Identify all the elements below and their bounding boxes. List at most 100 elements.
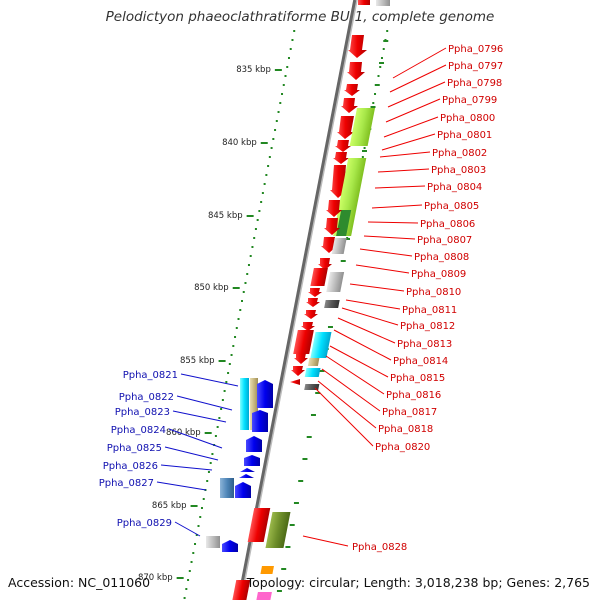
gene-box-tan-2 [250,378,258,430]
gene-box-red-3 [247,508,271,542]
gene-arrow-ppha-0796 [348,35,367,58]
gc-dot [216,426,219,428]
gene-label: Ppha_0814 [393,356,448,367]
gene-label: Ppha_0812 [400,321,455,332]
gc-dot [287,57,290,59]
gc-dot [234,336,237,338]
forward-strand-genes [232,0,390,600]
gc-dot [221,399,224,401]
gc-dash [370,106,376,108]
tick-label: 860 kbp [166,428,201,438]
gc-dot [377,75,380,77]
gc-dash [379,62,385,64]
scale-ticks: 835 kbp 840 kbp 845 kbp 850 kbp 855 kbp 860 k… [138,65,282,583]
gc-dash [276,590,282,592]
gc-dot [249,255,252,257]
gc-dot [268,156,271,158]
gc-dot [197,525,200,527]
gc-dot [386,30,389,32]
gc-dot [374,93,377,95]
gc-dot [277,111,280,113]
gc-dot [185,588,188,590]
tick-mark [218,360,226,362]
gc-dot [187,579,190,581]
gene-box-pink [256,592,272,600]
gene-arrow-ppha-0822 [252,410,268,432]
gc-dash [383,40,389,42]
gene-label: Ppha_0825 [107,443,162,454]
gc-dot [194,543,197,545]
gene-label: Ppha_0807 [417,235,472,246]
gc-dot [379,66,382,68]
reverse-strand-genes [206,378,273,552]
gc-dot [195,534,198,536]
leader-line [160,464,213,471]
leader-line [341,307,399,326]
gc-dot [200,507,203,509]
gc-dot [214,435,217,437]
gene-label: Ppha_0816 [386,390,441,401]
gc-dot [282,84,285,86]
leader-line [383,116,439,138]
gene-arrow-ppha-0821 [257,380,273,408]
gene-label: Ppha_0809 [411,269,466,280]
gene-arrow-ppha-0798 [344,84,360,96]
gc-dot [270,147,273,149]
gene-box-gray-2 [326,272,345,292]
gene-box-green [336,210,352,236]
tick-mark [232,287,240,289]
label-leader-lines [156,47,447,547]
gene-arrow-ppha-0826 [240,468,255,472]
gc-dot [202,498,205,500]
gene-box-cyan-1 [310,332,332,358]
leader-line [333,329,392,361]
gene-box-dark-2 [304,384,320,390]
gc-dot [230,354,233,356]
leader-line [302,535,349,547]
accession-text: Accession: NC_011060 [8,575,151,590]
gc-dot [382,48,385,50]
gene-label: Ppha_0827 [99,478,154,489]
genome-backbone-highlight [240,0,358,600]
gene-label: Ppha_0821 [123,370,178,381]
gene-arrow-ppha-0813 [301,322,315,331]
tick-label: 840 kbp [222,138,257,148]
gene-arrow-ppha-0827 [235,482,251,498]
gene-label: Ppha_0805 [424,201,479,212]
gene-label: Ppha_0799 [442,95,497,106]
gene-box-steel [220,478,234,498]
tick-label: 845 kbp [208,211,243,221]
gc-dot [241,300,243,302]
gc-dot [227,372,230,374]
gene-label: Ppha_0815 [390,373,445,384]
gc-dash [310,414,316,416]
gene-arrow-ppha-0812 [304,310,318,319]
gene-box-cyan-3 [240,378,249,430]
leader-line [180,373,239,387]
leader-line [381,133,436,151]
gene-arrow-ppha-0802 [333,152,349,164]
gc-dash [362,150,367,152]
tick-mark [246,215,254,217]
gene-label: Ppha_0802 [432,148,487,159]
gc-dot [284,75,287,77]
gc-dot [244,282,247,284]
gc-dot [291,39,294,41]
gc-dot [192,552,195,554]
leader-line [392,47,447,79]
gene-arrow-ppha-0824 [246,436,262,452]
tick-label: 865 kbp [152,501,187,511]
gene-label: Ppha_0808 [414,252,469,263]
gene-label: Ppha_0810 [406,287,461,298]
gc-dot [286,66,289,68]
gene-arrow-ppha-0808 [318,258,332,270]
gene-arrow-ppha-0825 [244,455,260,466]
gc-dot [279,102,282,104]
gc-dash [340,260,346,262]
leader-line [164,446,219,461]
gene-label: Ppha_0820 [375,442,430,453]
gc-dot [220,408,223,410]
gene-label: Ppha_0797 [448,61,503,72]
gene-arrow-ppha-0826b [239,474,254,478]
left-gene-labels: Ppha_0821 Ppha_0822 Ppha_0823 Ppha_0824 Ppha… [99,370,178,529]
